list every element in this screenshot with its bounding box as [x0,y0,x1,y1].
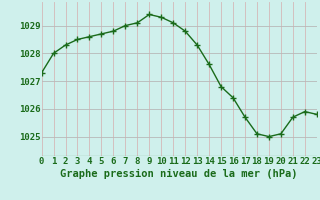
X-axis label: Graphe pression niveau de la mer (hPa): Graphe pression niveau de la mer (hPa) [60,169,298,179]
